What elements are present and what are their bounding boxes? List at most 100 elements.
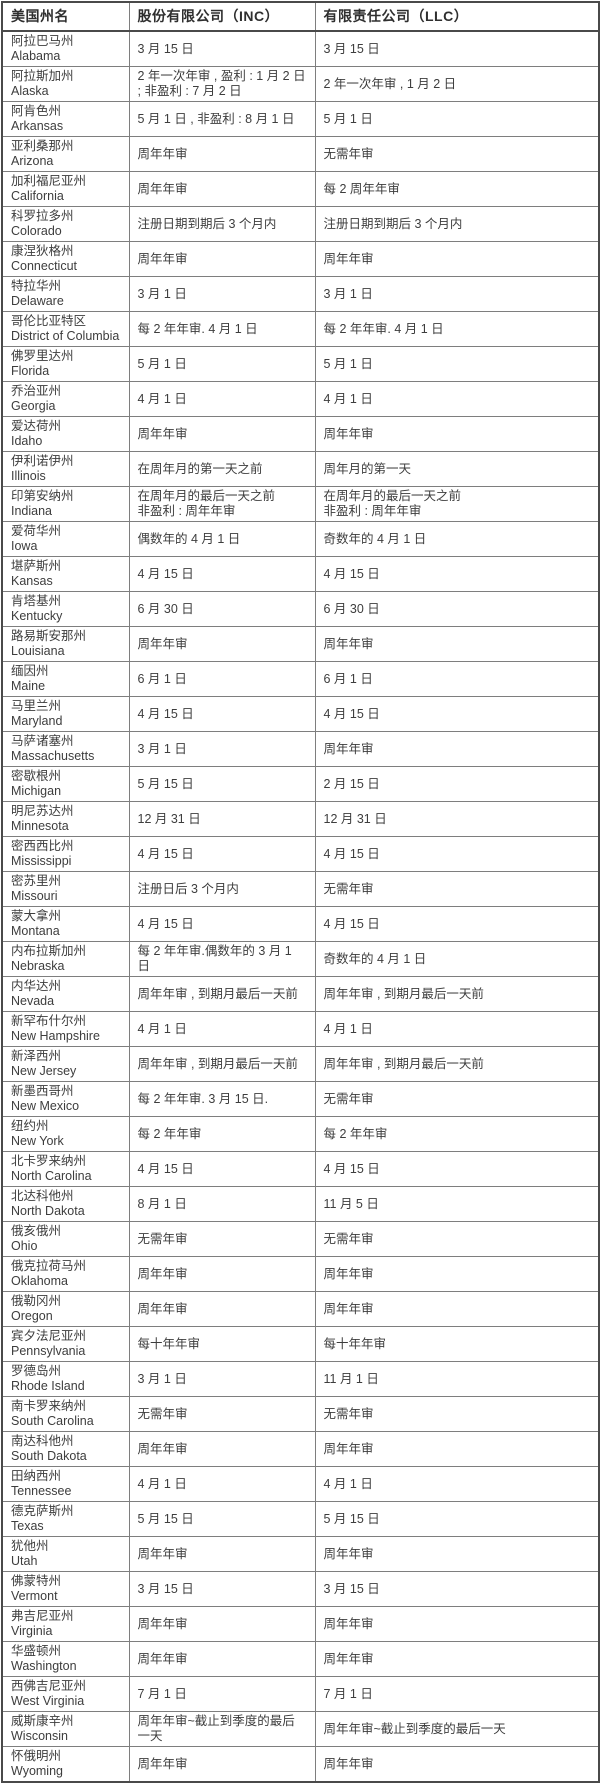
state-name-cell: 罗德岛州 Rhode Island <box>1 1361 130 1397</box>
llc-date-cell: 周年年审 <box>314 731 600 767</box>
llc-date-cell: 4 月 15 日 <box>314 836 600 872</box>
state-name-en: Colorado <box>11 224 62 238</box>
table-row: 密西西比州 Mississippi 4 月 15 日 4 月 15 日 <box>1 836 600 872</box>
state-name-cn: 爱荷华州 <box>11 524 62 538</box>
table-row: 威斯康辛州 Wisconsin 周年年审~截止到季度的最后一天 周年年审~截止到… <box>1 1711 600 1747</box>
state-name-cn: 加利福尼亚州 <box>11 174 87 188</box>
table-row: 康涅狄格州 Connecticut 周年年审 周年年审 <box>1 241 600 277</box>
state-name-en: Louisiana <box>11 644 65 658</box>
inc-date-cell: 周年年审 <box>128 241 316 277</box>
state-name-cell: 科罗拉多州 Colorado <box>1 206 130 242</box>
state-name-cn: 田纳西州 <box>11 1469 62 1483</box>
state-name-en: Alabama <box>11 49 61 63</box>
header-llc: 有限责任公司（LLC） <box>314 1 600 32</box>
state-name-en: Kansas <box>11 574 53 588</box>
state-name-cell: 阿拉巴马州 Alabama <box>1 30 130 67</box>
state-name-en: North Dakota <box>11 1204 85 1218</box>
table-row: 佛蒙特州 Vermont 3 月 15 日 3 月 15 日 <box>1 1571 600 1607</box>
state-name-cell: 俄克拉荷马州 Oklahoma <box>1 1256 130 1292</box>
inc-date-cell: 周年年审 <box>128 171 316 207</box>
state-name-cell: 南达科他州 South Dakota <box>1 1431 130 1467</box>
table-row: 弗吉尼亚州 Virginia 周年年审 周年年审 <box>1 1606 600 1642</box>
table-row: 华盛顿州 Washington 周年年审 周年年审 <box>1 1641 600 1677</box>
state-name-cn: 哥伦比亚特区 <box>11 314 87 328</box>
inc-date-cell: 在周年月的最后一天之前 非盈利 : 周年年审 <box>128 486 316 522</box>
state-name-en: Arizona <box>11 154 54 168</box>
state-name-en: Utah <box>11 1554 38 1568</box>
state-name-cell: 密歇根州 Michigan <box>1 766 130 802</box>
state-name-en: Massachusetts <box>11 749 95 763</box>
inc-date-cell: 2 年一次年审 , 盈利 : 1 月 2 日 ; 非盈利 : 7 月 2 日 <box>128 66 316 102</box>
inc-date-cell: 5 月 15 日 <box>128 766 316 802</box>
state-name-en: Michigan <box>11 784 62 798</box>
llc-date-cell: 6 月 1 日 <box>314 661 600 697</box>
table-row: 明尼苏达州 Minnesota 12 月 31 日 12 月 31 日 <box>1 801 600 837</box>
llc-date-cell: 无需年审 <box>314 1396 600 1432</box>
table-row: 加利福尼亚州 California 周年年审 每 2 周年年审 <box>1 171 600 207</box>
state-name-cn: 宾夕法尼亚州 <box>11 1329 87 1343</box>
state-name-cell: 马萨诸塞州 Massachusetts <box>1 731 130 767</box>
llc-date-cell: 12 月 31 日 <box>314 801 600 837</box>
state-name-cell: 弗吉尼亚州 Virginia <box>1 1606 130 1642</box>
state-name-cn: 内布拉斯加州 <box>11 944 87 958</box>
state-name-cn: 马里兰州 <box>11 699 62 713</box>
llc-date-cell: 周年年审 <box>314 1536 600 1572</box>
state-name-en: Mississippi <box>11 854 72 868</box>
state-name-en: Wyoming <box>11 1764 63 1778</box>
inc-date-cell: 12 月 31 日 <box>128 801 316 837</box>
llc-date-cell: 5 月 1 日 <box>314 346 600 382</box>
state-name-cn: 佛罗里达州 <box>11 349 74 363</box>
state-name-cell: 明尼苏达州 Minnesota <box>1 801 130 837</box>
llc-date-cell: 周年年审 <box>314 1431 600 1467</box>
state-name-cell: 爱达荷州 Idaho <box>1 416 130 452</box>
inc-date-cell: 每 2 年年审.偶数年的 3 月 1 日 <box>128 941 316 977</box>
state-name-cn: 南卡罗来纳州 <box>11 1399 87 1413</box>
state-name-cn: 阿拉斯加州 <box>11 69 74 83</box>
state-name-en: South Carolina <box>11 1414 94 1428</box>
header-row: 美国州名 股份有限公司（INC） 有限责任公司（LLC） <box>1 1 600 32</box>
llc-date-cell: 周年年审 , 到期月最后一天前 <box>314 1046 600 1082</box>
inc-date-cell: 5 月 15 日 <box>128 1501 316 1537</box>
table-row: 德克萨斯州 Texas 5 月 15 日 5 月 15 日 <box>1 1501 600 1537</box>
state-name-cell: 田纳西州 Tennessee <box>1 1466 130 1502</box>
llc-date-cell: 6 月 30 日 <box>314 591 600 627</box>
inc-date-cell: 周年年审 <box>128 626 316 662</box>
inc-date-cell: 偶数年的 4 月 1 日 <box>128 521 316 557</box>
state-name-en: Vermont <box>11 1589 58 1603</box>
llc-date-cell: 在周年月的最后一天之前 非盈利 : 周年年审 <box>314 486 600 522</box>
inc-date-cell: 4 月 1 日 <box>128 1011 316 1047</box>
inc-date-cell: 周年年审 <box>128 1291 316 1327</box>
llc-date-cell: 周年月的第一天 <box>314 451 600 487</box>
table-row: 西佛吉尼亚州 West Virginia 7 月 1 日 7 月 1 日 <box>1 1676 600 1712</box>
state-name-cn: 内华达州 <box>11 979 62 993</box>
state-name-cell: 西佛吉尼亚州 West Virginia <box>1 1676 130 1712</box>
state-name-en: Arkansas <box>11 119 64 133</box>
table-row: 罗德岛州 Rhode Island 3 月 1 日 11 月 1 日 <box>1 1361 600 1397</box>
table-row: 俄克拉荷马州 Oklahoma 周年年审 周年年审 <box>1 1256 600 1292</box>
inc-date-cell: 周年年审 , 到期月最后一天前 <box>128 976 316 1012</box>
state-name-cell: 加利福尼亚州 California <box>1 171 130 207</box>
state-name-cell: 俄亥俄州 Ohio <box>1 1221 130 1257</box>
inc-date-cell: 4 月 15 日 <box>128 906 316 942</box>
inc-date-cell: 周年年审 , 到期月最后一天前 <box>128 1046 316 1082</box>
table-row: 肯塔基州 Kentucky 6 月 30 日 6 月 30 日 <box>1 591 600 627</box>
state-name-cn: 堪萨斯州 <box>11 559 62 573</box>
state-name-en: Ohio <box>11 1239 38 1253</box>
state-name-cell: 肯塔基州 Kentucky <box>1 591 130 627</box>
state-name-en: Minnesota <box>11 819 69 833</box>
state-name-cn: 亚利桑那州 <box>11 139 74 153</box>
state-name-cn: 特拉华州 <box>11 279 62 293</box>
table-row: 新墨西哥州 New Mexico 每 2 年年审. 3 月 15 日. 无需年审 <box>1 1081 600 1117</box>
state-name-cell: 新泽西州 New Jersey <box>1 1046 130 1082</box>
inc-date-cell: 注册日期到期后 3 个月内 <box>128 206 316 242</box>
state-name-cell: 德克萨斯州 Texas <box>1 1501 130 1537</box>
state-name-cell: 印第安纳州 Indiana <box>1 486 130 522</box>
state-name-cell: 乔治亚州 Georgia <box>1 381 130 417</box>
llc-date-cell: 周年年审 <box>314 1606 600 1642</box>
inc-date-cell: 周年年审 <box>128 1606 316 1642</box>
inc-date-cell: 7 月 1 日 <box>128 1676 316 1712</box>
state-name-cn: 肯塔基州 <box>11 594 62 608</box>
state-name-en: New Mexico <box>11 1099 80 1113</box>
inc-date-cell: 每十年年审 <box>128 1326 316 1362</box>
table-row: 阿拉斯加州 Alaska 2 年一次年审 , 盈利 : 1 月 2 日 ; 非盈… <box>1 66 600 102</box>
